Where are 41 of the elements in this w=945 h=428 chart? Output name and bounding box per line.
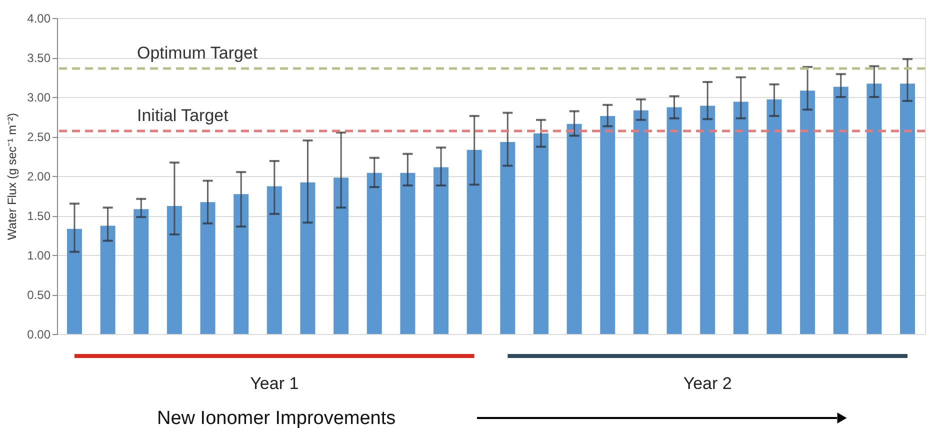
- bar: [633, 110, 648, 334]
- bar: [134, 209, 149, 334]
- bar: [200, 202, 216, 334]
- bar: [166, 206, 182, 334]
- y-tick-label: 1.00: [27, 248, 51, 262]
- bar: [100, 226, 116, 334]
- bar: [600, 116, 616, 334]
- y-axis-title: Water Flux (g sec⁻¹ m⁻²): [5, 113, 20, 240]
- bar: [66, 228, 82, 334]
- y-tick-label: 2.50: [27, 130, 51, 144]
- bar: [334, 178, 349, 334]
- ref-line-label: Initial Target: [137, 106, 229, 125]
- bar: [833, 86, 848, 334]
- bar: [866, 84, 882, 334]
- text: Year 2: [683, 374, 732, 393]
- bar: [234, 194, 249, 334]
- bar: [800, 90, 816, 334]
- bar: [766, 99, 782, 334]
- bar: [900, 84, 916, 334]
- text: Year 1: [250, 374, 299, 393]
- bar: [533, 133, 548, 334]
- bar: [666, 107, 682, 334]
- bar: [266, 186, 282, 334]
- y-tick-label: 2.00: [27, 170, 51, 184]
- bar: [466, 150, 482, 334]
- bar: [366, 172, 382, 334]
- bar: [700, 106, 716, 334]
- ref-line-label: Optimum Target: [137, 44, 258, 63]
- bar: [400, 172, 416, 334]
- bar: [300, 182, 316, 334]
- bar: [733, 102, 748, 334]
- bar: [566, 124, 582, 334]
- y-tick-label: 0.00: [27, 328, 51, 342]
- y-tick-label: 0.50: [27, 288, 51, 302]
- y-tick-label: 3.00: [27, 90, 51, 104]
- text: New Ionomer Improvements: [157, 408, 396, 428]
- y-tick-label: 3.50: [27, 51, 51, 65]
- y-tick-label: 1.50: [27, 209, 51, 223]
- bar: [434, 167, 449, 334]
- bar: [500, 142, 516, 334]
- y-tick-label: 4.00: [27, 12, 51, 26]
